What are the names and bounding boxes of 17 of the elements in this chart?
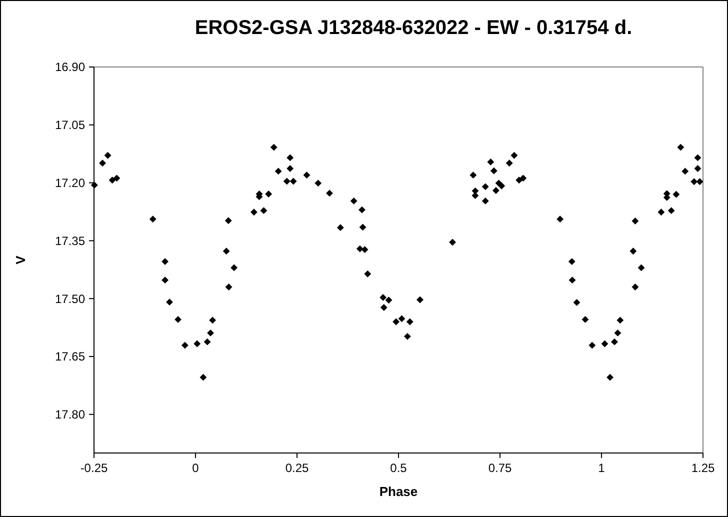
x-axis-title: Phase: [379, 484, 418, 499]
y-tick-label: 17.65: [54, 350, 86, 364]
x-tick-label: 0.5: [390, 461, 408, 475]
x-tick-label: -0.25: [80, 461, 108, 475]
y-tick-label: 17.20: [54, 176, 86, 190]
y-tick-label: 17.50: [54, 292, 86, 306]
x-tick-label: 0.75: [488, 461, 512, 475]
y-tick-label: 17.05: [54, 118, 86, 132]
y-tick-label: 17.35: [54, 234, 86, 248]
x-tick-label: 0: [192, 461, 200, 475]
chart-title: EROS2-GSA J132848-632022 - EW - 0.31754 d.: [194, 17, 632, 39]
y-tick-label: 16.90: [54, 60, 86, 74]
y-axis-title: V: [13, 255, 28, 264]
x-tick-label: 0.25: [285, 461, 309, 475]
y-tick-label: 17.80: [54, 408, 86, 422]
x-tick-label: 1: [598, 461, 606, 475]
x-tick-label: 1.25: [691, 461, 715, 475]
